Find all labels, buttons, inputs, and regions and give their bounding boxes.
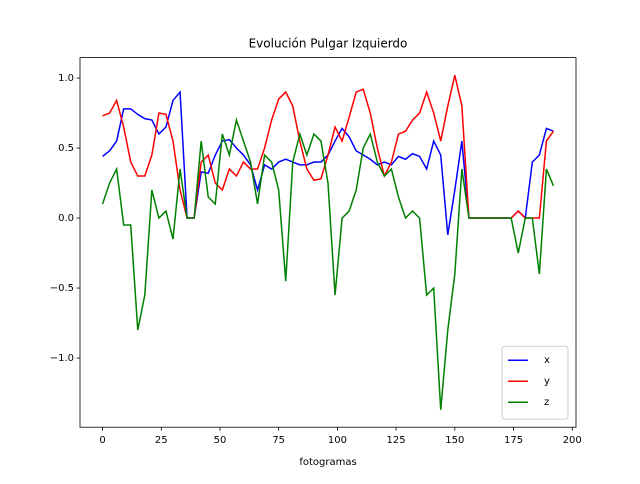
chart-title: Evolución Pulgar Izquierdo	[249, 37, 408, 51]
legend-label: y	[544, 376, 550, 387]
x-axis-label: fotogramas	[299, 457, 356, 468]
y-tick-label: −0.5	[50, 283, 74, 294]
x-tick-label: 25	[155, 435, 168, 446]
x-tick-label: 100	[328, 435, 347, 446]
x-tick-label: 200	[563, 435, 582, 446]
x-tick-label: 175	[504, 435, 523, 446]
x-tick-label: 75	[272, 435, 285, 446]
line-series	[101, 117, 555, 410]
legend-label: z	[544, 397, 549, 408]
y-tick-label: −1.0	[50, 353, 74, 364]
legend-box	[501, 345, 569, 420]
y-tick-label: 1.0	[58, 73, 74, 84]
legend-label: x	[544, 355, 550, 366]
x-tick-label: 50	[214, 435, 227, 446]
x-tick-label: 150	[445, 435, 464, 446]
y-tick-label: 0.0	[58, 213, 74, 224]
x-tick-label: 0	[99, 435, 105, 446]
x-tick-label: 125	[387, 435, 406, 446]
y-tick-label: 0.5	[58, 143, 74, 154]
plot-frame	[79, 57, 577, 428]
